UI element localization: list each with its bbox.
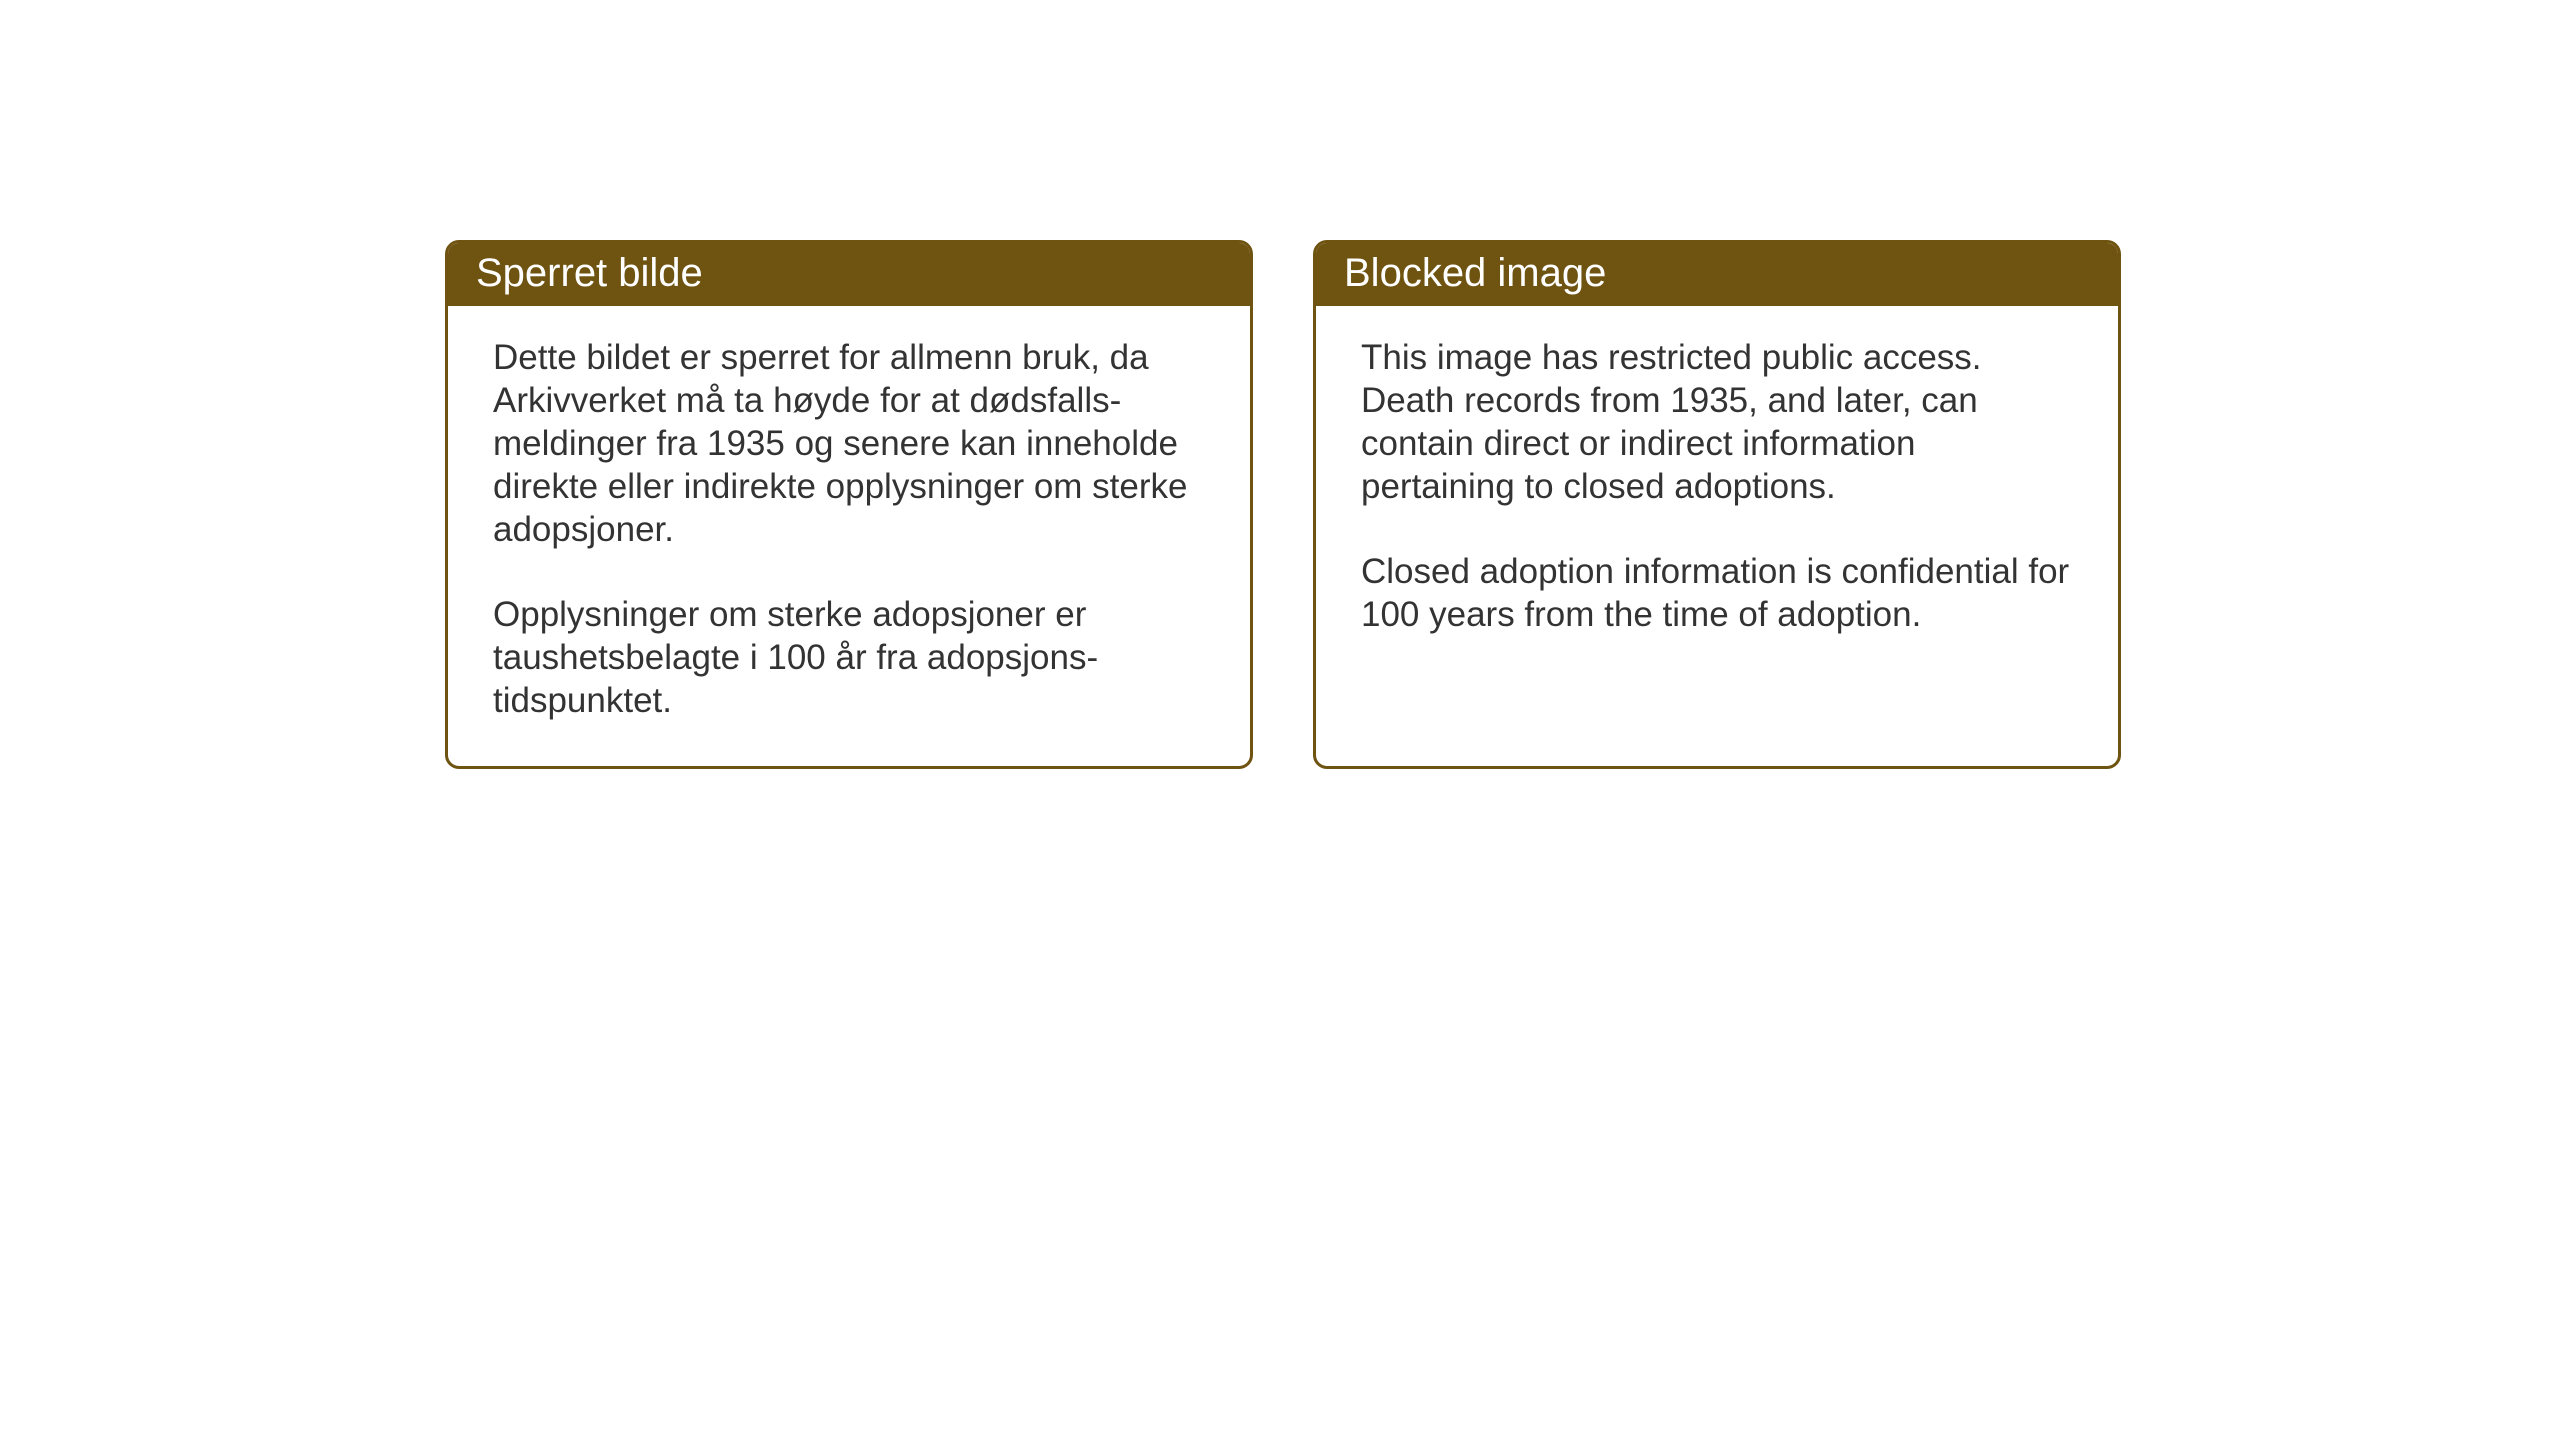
notice-title-english: Blocked image	[1344, 251, 1606, 295]
notice-header-english: Blocked image	[1316, 243, 2118, 306]
notice-paragraph-1-english: This image has restricted public access.…	[1361, 336, 2073, 508]
notice-container: Sperret bilde Dette bildet er sperret fo…	[445, 240, 2121, 769]
notice-header-norwegian: Sperret bilde	[448, 243, 1250, 306]
notice-body-norwegian: Dette bildet er sperret for allmenn bruk…	[448, 306, 1250, 766]
notice-body-english: This image has restricted public access.…	[1316, 306, 2118, 680]
notice-paragraph-2-english: Closed adoption information is confident…	[1361, 550, 2073, 636]
notice-title-norwegian: Sperret bilde	[476, 251, 703, 295]
notice-box-english: Blocked image This image has restricted …	[1313, 240, 2121, 769]
notice-box-norwegian: Sperret bilde Dette bildet er sperret fo…	[445, 240, 1253, 769]
notice-paragraph-2-norwegian: Opplysninger om sterke adopsjoner er tau…	[493, 593, 1205, 722]
notice-paragraph-1-norwegian: Dette bildet er sperret for allmenn bruk…	[493, 336, 1205, 551]
